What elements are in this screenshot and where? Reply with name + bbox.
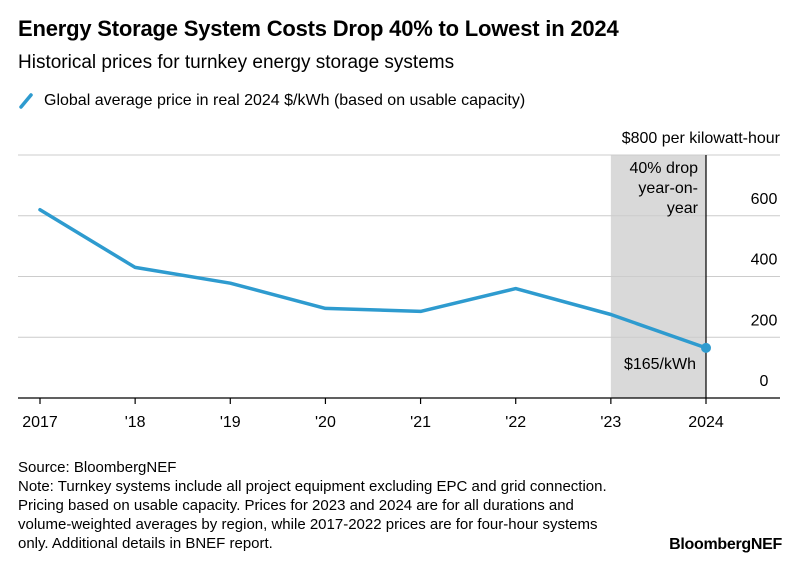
- x-tick-label: '21: [410, 414, 431, 431]
- shaded-region-label: year-on-: [638, 180, 698, 197]
- chart-title: Energy Storage System Costs Drop 40% to …: [18, 16, 619, 41]
- x-tick-label: 2017: [22, 414, 58, 431]
- shaded-region-label: year: [667, 200, 699, 217]
- y-tick-label: 400: [751, 252, 778, 269]
- line-chart: 40% drop year-on-year 0 200 400 600 $800 per k…: [18, 130, 781, 431]
- series-line: [38, 207, 708, 350]
- x-tick-label: '18: [125, 414, 146, 431]
- y-tick-label: 200: [751, 312, 778, 329]
- y-tick-label: 0: [760, 373, 769, 390]
- end-point: [701, 342, 711, 353]
- y-tick-label: 600: [751, 191, 778, 208]
- end-point-label: $165/kWh: [624, 356, 696, 373]
- shaded-region-label: 40% drop: [630, 160, 699, 177]
- x-tick-label: '20: [315, 414, 336, 431]
- chart-subtitle: Historical prices for turnkey energy sto…: [18, 52, 455, 73]
- legend-line-icon: [18, 93, 34, 109]
- chart-footer: Source: BloombergNEF Note: Turnkey syste…: [18, 458, 628, 553]
- legend: Global average price in real 2024 $/kWh …: [18, 92, 525, 110]
- source-text: Source: BloombergNEF: [18, 459, 177, 476]
- y-tick-label: $800 per kilowatt-hour: [622, 130, 781, 147]
- legend-label: Global average price in real 2024 $/kWh …: [44, 92, 526, 109]
- x-tick-label: '19: [220, 414, 241, 431]
- note-text: Note: Turnkey systems include all projec…: [18, 478, 607, 552]
- x-tick-label: '22: [505, 414, 526, 431]
- x-tick-label: 2024: [688, 414, 724, 431]
- brand-logo: BloombergNEF: [669, 536, 782, 553]
- x-tick-label: '23: [600, 414, 621, 431]
